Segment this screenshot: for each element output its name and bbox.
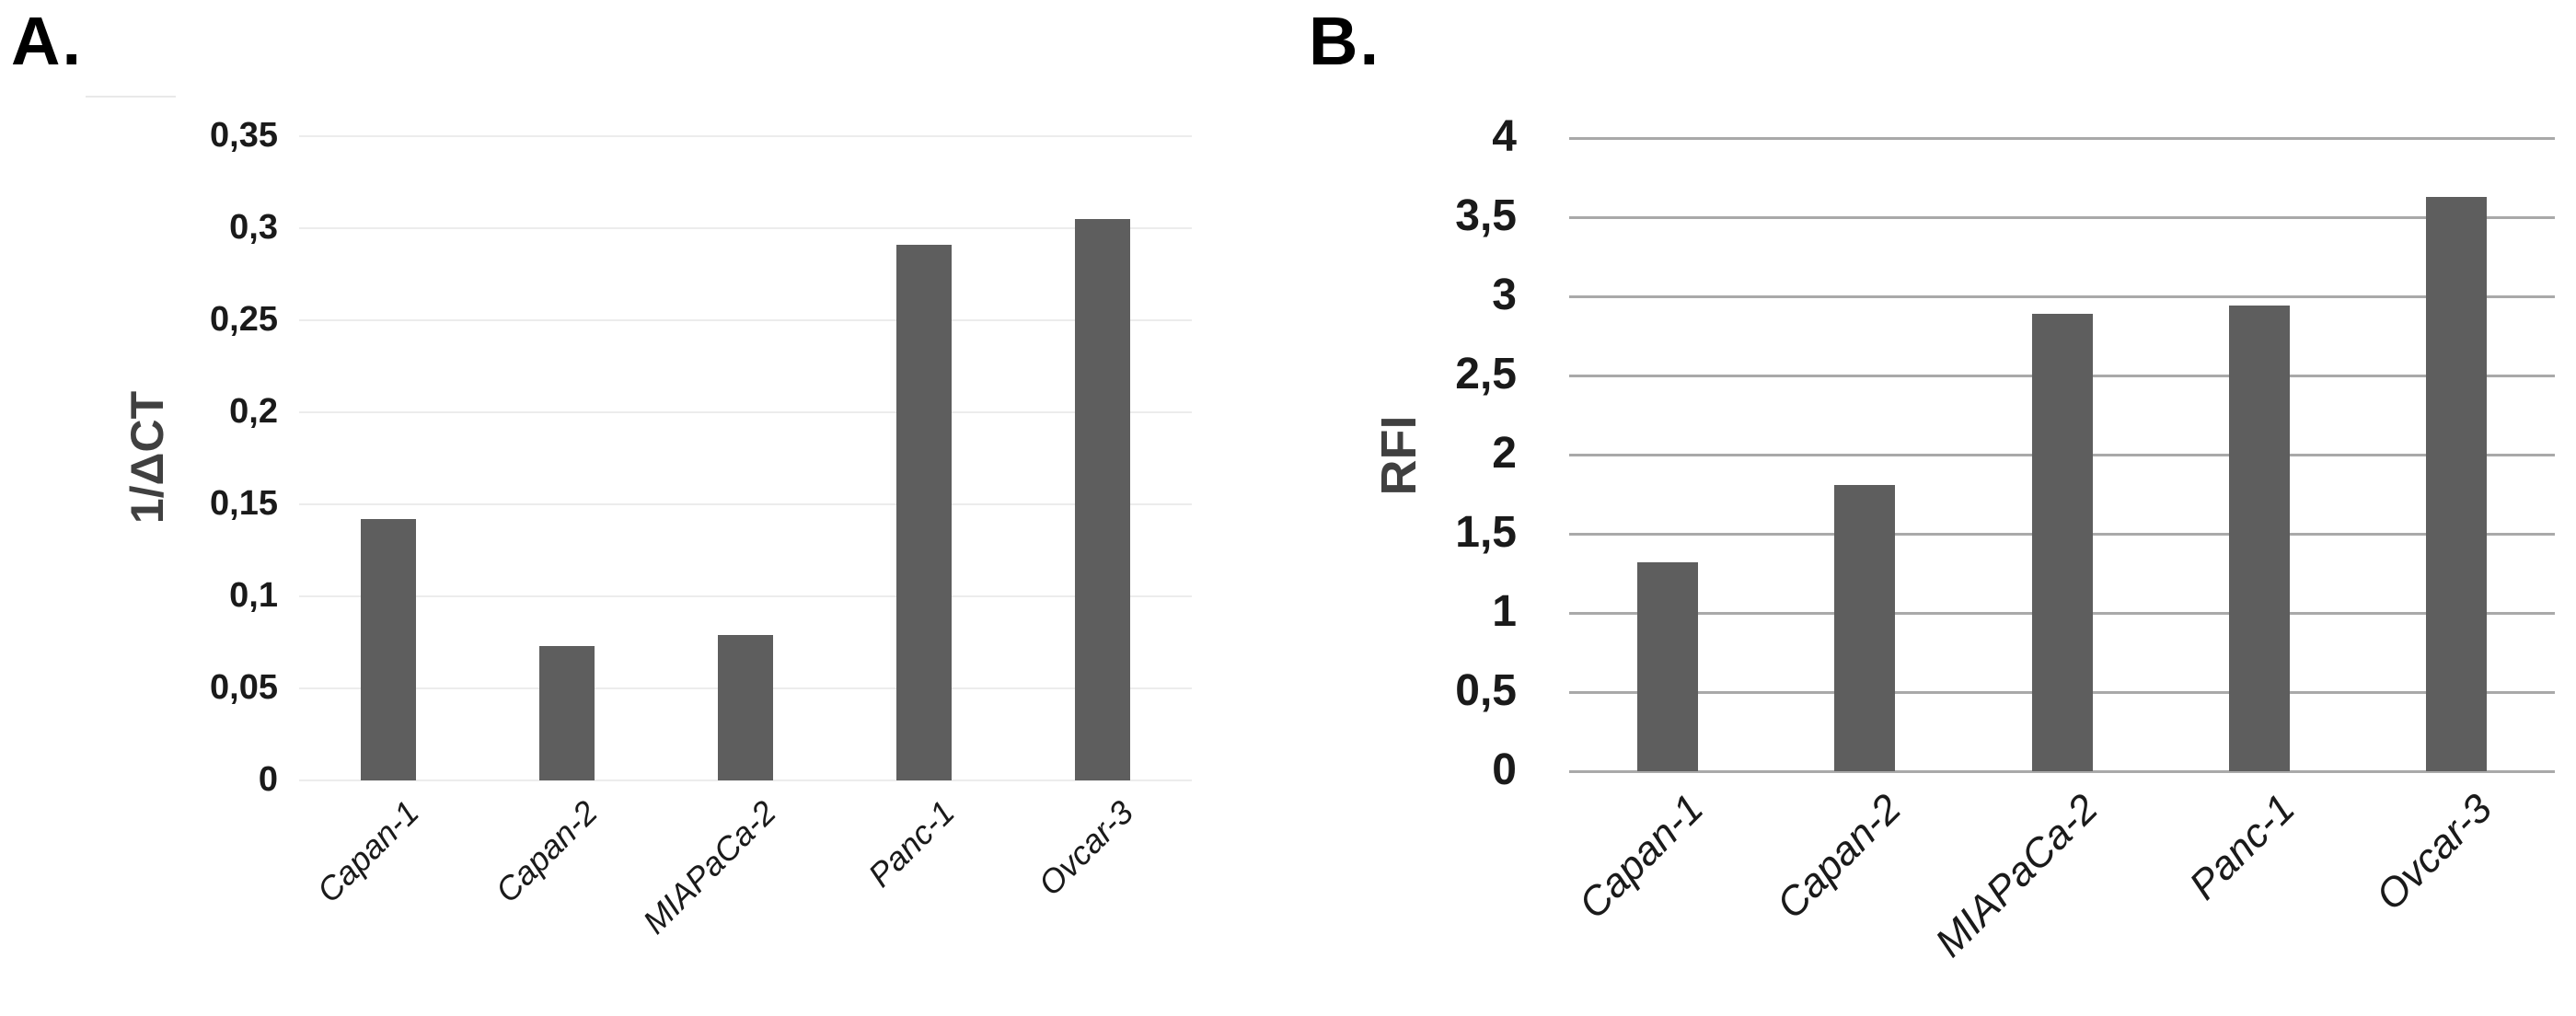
y-tick-label: 0,15: [210, 484, 278, 524]
y-tick-label: 0,05: [210, 668, 278, 708]
y-tick-label: 0,3: [229, 208, 278, 248]
bar-capan-2: [539, 646, 595, 780]
bar-miapaca-2: [2032, 314, 2093, 771]
bar-ovcar-3: [1075, 219, 1130, 780]
x-category-label: MIAPaCa-2: [1926, 785, 2108, 966]
y-tick-label: 0,35: [210, 116, 278, 156]
grid-line: [299, 411, 1192, 413]
y-tick-label: 0,1: [229, 576, 278, 616]
bar-miapaca-2: [718, 635, 773, 780]
x-category-label: MIAPaCa-2: [635, 792, 783, 941]
y-tick-label: 4: [1492, 112, 1517, 162]
x-category-label: Ovcar-3: [1030, 792, 1140, 903]
x-category-label: Capan-1: [1570, 785, 1713, 928]
bar-ovcar-3: [2426, 197, 2487, 771]
y-tick-label: 0,5: [1455, 666, 1517, 716]
grid-line: [1569, 216, 2555, 219]
y-tick-label: 3,5: [1455, 191, 1517, 241]
bar-capan-1: [361, 519, 416, 780]
bar-panc-1: [896, 245, 952, 780]
bar-panc-1: [2229, 306, 2290, 771]
x-category-label: Ovcar-3: [2367, 785, 2501, 919]
x-category-label: Panc-1: [2180, 785, 2305, 909]
y-tick-label: 0: [258, 760, 278, 800]
grid-line: [1569, 137, 2555, 140]
grid-line: [299, 227, 1192, 229]
panel-letter-b: B.: [1309, 3, 1380, 79]
y-tick-label: 1,5: [1455, 508, 1517, 558]
y-tick-label: 1: [1492, 587, 1517, 637]
y-axis-title-a: 1/ΔCT: [121, 390, 173, 525]
grid-line: [1569, 295, 2555, 298]
grid-line: [299, 503, 1192, 505]
panel-letter-a: A.: [11, 3, 83, 79]
y-tick-label: 2: [1492, 429, 1517, 479]
bar-capan-1: [1637, 562, 1698, 771]
grid-line: [299, 319, 1192, 321]
grid-line: [299, 135, 1192, 137]
x-category-label: Capan-2: [1767, 785, 1910, 928]
x-category-label: Capan-2: [488, 792, 605, 910]
y-tick-label: 0: [1492, 745, 1517, 795]
bar-capan-2: [1834, 485, 1895, 771]
x-category-label: Panc-1: [861, 792, 962, 895]
grid-line: [299, 595, 1192, 597]
y-tick-label: 0,2: [229, 392, 278, 432]
y-tick-label: 0,25: [210, 300, 278, 340]
grid-line: [299, 779, 1192, 781]
y-tick-label: 2,5: [1455, 350, 1517, 399]
y-axis-title-b: RFI: [1371, 415, 1427, 496]
y-tick-label: 3: [1492, 271, 1517, 320]
scan-artifact-line: [86, 96, 176, 98]
grid-line: [1569, 770, 2555, 773]
x-category-label: Capan-1: [309, 792, 426, 910]
